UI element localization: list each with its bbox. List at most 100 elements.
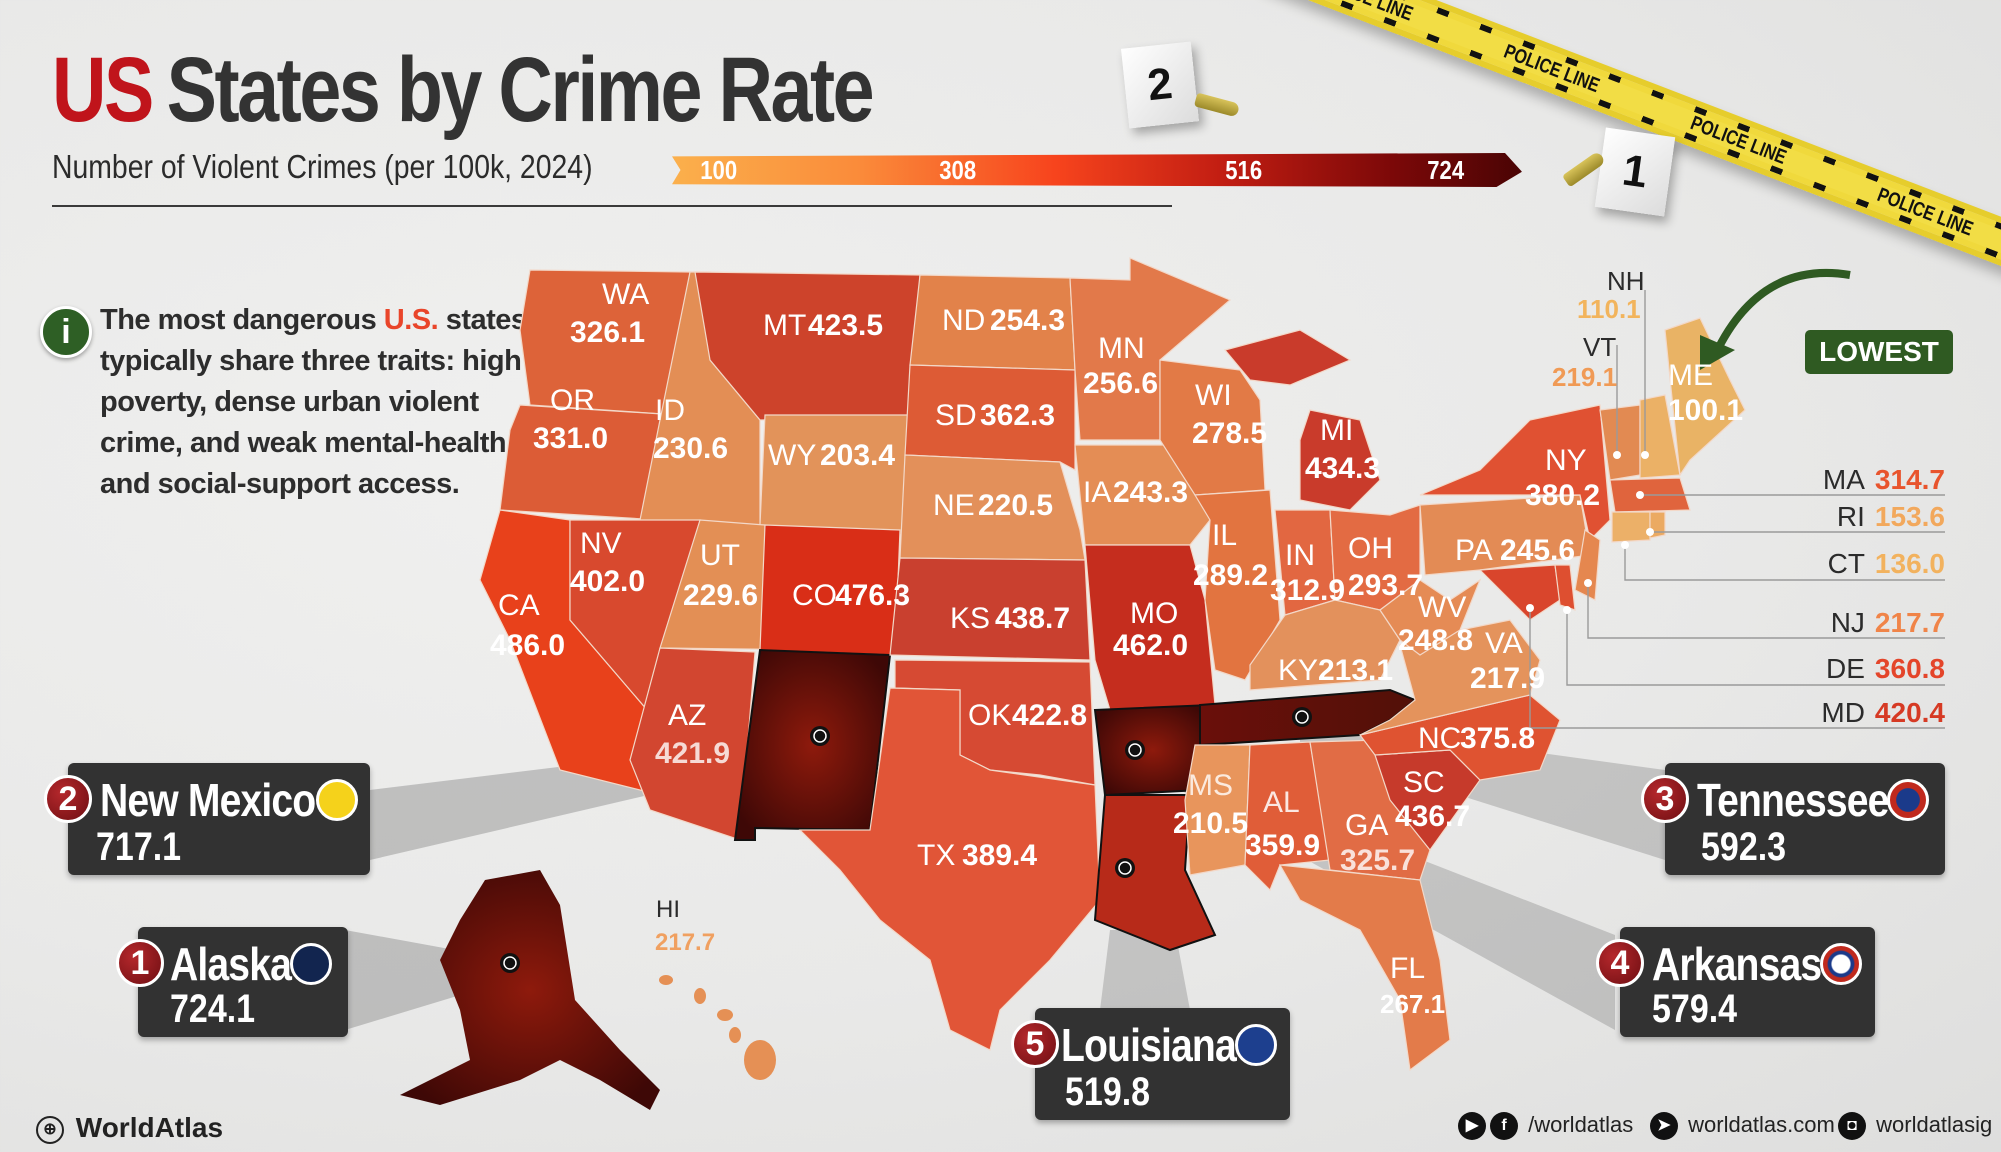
label-NC-value: 375.8 xyxy=(1460,722,1535,755)
label-NE-value: 220.5 xyxy=(978,489,1053,522)
state-MI-UP[interactable] xyxy=(1223,329,1352,386)
state-OR[interactable] xyxy=(499,404,679,521)
state-MD[interactable] xyxy=(1478,564,1561,621)
label-AZ-abbr: AZ xyxy=(668,699,706,732)
card-state-name: Alaska xyxy=(170,938,292,990)
website-link[interactable]: ➤ worldatlas.com xyxy=(1650,1112,1835,1141)
callout-dot xyxy=(1292,707,1312,727)
header-divider xyxy=(52,205,1172,207)
label-CO-value: 476.3 xyxy=(835,579,910,612)
state-FL[interactable] xyxy=(1278,864,1451,1072)
website-text: worldatlas.com xyxy=(1688,1112,1835,1137)
lowest-badge: LOWEST xyxy=(1805,330,1953,374)
label-NE-abbr: NE xyxy=(933,489,975,522)
state-KS[interactable] xyxy=(889,557,1091,661)
rank-badge: 3 xyxy=(1641,775,1689,823)
label-SC-value: 436.7 xyxy=(1395,800,1470,833)
label-KS-value: 438.7 xyxy=(995,602,1070,635)
label-CA-value: 486.0 xyxy=(490,629,565,662)
label-VA-abbr: VA xyxy=(1485,627,1523,660)
state-CT[interactable] xyxy=(1611,511,1651,543)
social-youtube-facebook[interactable]: ▶ f /worldatlas xyxy=(1458,1112,1634,1141)
card-state-name: Arkansas xyxy=(1652,938,1822,990)
card-state-value: 519.8 xyxy=(1065,1070,1151,1114)
instagram-handle: worldatlasig xyxy=(1876,1112,1993,1137)
legend-tick: 308 xyxy=(939,155,977,185)
card-state-value: 717.1 xyxy=(96,825,182,869)
state-PA[interactable] xyxy=(1419,494,1591,576)
label-PA-abbr: PA xyxy=(1455,534,1493,567)
state-AZ[interactable] xyxy=(629,647,756,841)
instagram-link[interactable]: ◘ worldatlasig xyxy=(1838,1112,1993,1141)
info-icon: i xyxy=(40,306,92,358)
label-FL-value: 267.1 xyxy=(1380,989,1445,1019)
label-VA-value: 217.9 xyxy=(1470,662,1545,695)
state-WY[interactable] xyxy=(759,414,913,536)
rank-card-alaska: 1 Alaska 724.1 xyxy=(116,927,348,1037)
state-NJ[interactable] xyxy=(1574,528,1601,601)
side-label-value: 420.4 xyxy=(1874,697,1945,728)
state-DE[interactable] xyxy=(1554,564,1576,611)
label-WA-abbr: WA xyxy=(602,278,649,311)
label-MI-value: 434.3 xyxy=(1305,452,1380,485)
state-ME[interactable] xyxy=(1664,317,1746,477)
state-SD[interactable] xyxy=(904,364,1076,471)
side-label-NJ: NJ 217.7 xyxy=(1831,607,1945,639)
side-label-value: 153.6 xyxy=(1874,501,1945,532)
label-ND-value: 254.3 xyxy=(990,304,1065,337)
label-WY-value: 203.4 xyxy=(820,439,895,472)
legend-tick: 724 xyxy=(1427,155,1465,185)
label-WV-value: 248.8 xyxy=(1398,624,1473,657)
arrow-head-icon xyxy=(1700,335,1735,370)
social-handle: /worldatlas xyxy=(1528,1112,1634,1137)
label-AZ-value: 421.9 xyxy=(655,737,730,770)
info-text-highlight: U.S. xyxy=(383,304,439,336)
label-OH-value: 293.7 xyxy=(1348,569,1423,602)
state-HI[interactable] xyxy=(659,975,776,1080)
label-ID-value: 230.6 xyxy=(653,432,728,465)
side-label-RI: RI 153.6 xyxy=(1837,501,1945,533)
worldatlas-logo[interactable]: ⊕ WorldAtlas xyxy=(36,1112,223,1144)
label-UT-abbr: UT xyxy=(700,539,740,572)
state-MS[interactable] xyxy=(1184,744,1251,876)
side-label-abbr: MA xyxy=(1822,464,1865,495)
label-MO-value: 462.0 xyxy=(1113,629,1188,662)
label-GA-value: 325.7 xyxy=(1340,844,1415,877)
label-NV-value: 402.0 xyxy=(570,565,645,598)
state-NY[interactable] xyxy=(1419,404,1611,542)
label-GA-abbr: GA xyxy=(1345,809,1388,842)
card-state-value: 724.1 xyxy=(170,987,256,1031)
info-note: The most dangerous U.S. states typically… xyxy=(100,300,530,505)
state-MI[interactable] xyxy=(1299,409,1381,511)
label-IA-abbr: IA xyxy=(1083,476,1111,509)
label-KS-abbr: KS xyxy=(950,602,990,635)
label-OR-value: 331.0 xyxy=(533,422,608,455)
rank-badge: 4 xyxy=(1596,939,1644,987)
label-MI-abbr: MI xyxy=(1320,414,1353,447)
state-NC[interactable] xyxy=(1358,694,1561,781)
label-HI-abbr: HI xyxy=(656,896,680,923)
title-main: States by Crime Rate xyxy=(166,39,875,141)
label-IL-abbr: IL xyxy=(1212,519,1237,552)
state-NM[interactable] xyxy=(733,648,892,841)
label-WI-abbr: WI xyxy=(1195,379,1232,412)
arkansas-flag-icon xyxy=(1820,943,1862,985)
state-TX[interactable] xyxy=(798,687,1101,1051)
side-label-CT: CT 136.0 xyxy=(1828,548,1945,580)
side-label-abbr: DE xyxy=(1826,653,1865,684)
label-WV-abbr: WV xyxy=(1418,591,1466,624)
label-NV-abbr: NV xyxy=(580,527,622,560)
label-VT-value: 219.1 xyxy=(1552,362,1617,392)
state-NE[interactable] xyxy=(899,454,1086,561)
card-state-value: 592.3 xyxy=(1701,825,1787,869)
rank-badge: 1 xyxy=(116,939,164,987)
label-IL-value: 289.2 xyxy=(1193,559,1268,592)
state-WV[interactable] xyxy=(1379,578,1482,656)
label-SD-abbr: SD xyxy=(935,399,977,432)
state-AK[interactable] xyxy=(400,870,660,1110)
state-IL[interactable] xyxy=(1193,489,1281,681)
color-scale-legend xyxy=(672,153,1522,187)
label-AL-abbr: AL xyxy=(1263,786,1300,819)
side-label-value: 217.7 xyxy=(1874,607,1945,638)
callout-dot xyxy=(1115,858,1135,878)
